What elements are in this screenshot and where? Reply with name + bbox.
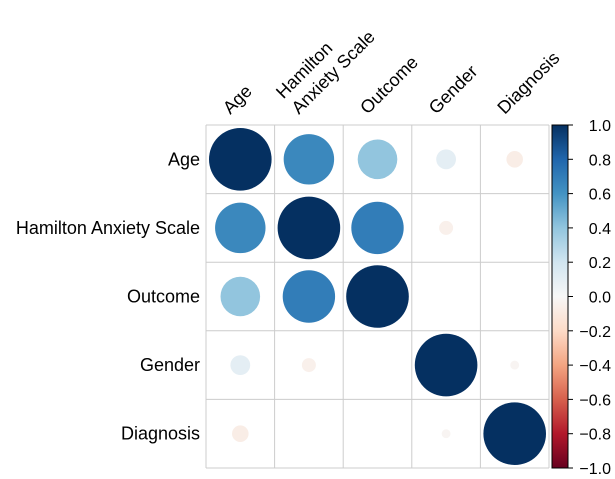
colorbar-tick-label: −0.6 [579,392,611,409]
corr-circle-4-4 [483,402,546,466]
row-label-4: Diagnosis [121,424,200,444]
colorbar-tick-label: 1.0 [589,118,611,135]
column-label-2: Outcome [356,52,422,118]
corr-circle-0-4 [506,151,523,168]
corr-circle-0-1 [283,134,335,185]
corr-circle-0-3 [436,149,456,170]
column-label-line: Gender [425,61,482,118]
corr-circle-0-2 [357,139,398,180]
colorbar-tick-label: −0.4 [579,358,611,375]
colorbar-tick-label: 0.4 [589,221,611,238]
column-label-line: Outcome [356,52,422,118]
row-labels: Age Hamilton Anxiety Scale Outcome Gender Di… [16,149,200,443]
colorbar-tick-label: 0.6 [589,187,611,204]
column-label-0: Age [219,81,256,118]
column-label-line: Diagnosis [493,48,563,118]
column-label-text: Gender [425,61,482,118]
colorbar-gradient [551,124,569,469]
row-label-2: Outcome [127,287,200,307]
row-label-1: Hamilton Anxiety Scale [16,218,200,238]
corr-circle-3-3 [414,333,478,397]
grid [205,124,550,469]
corr-circle-1-3 [439,220,454,235]
correlation-circles [209,128,546,466]
corr-circle-1-2 [351,201,404,255]
corr-circle-2-2 [346,265,409,328]
column-label-text: Age [219,81,256,118]
column-label-4: Diagnosis [493,48,563,118]
row-label-0: Age [168,149,200,169]
colorbar-tick-label: −0.8 [579,427,611,444]
colorbar-tick-label: 0.2 [589,255,611,272]
corr-circle-1-0 [215,202,266,254]
corr-circle-1-1 [277,196,341,260]
corr-circle-3-4 [510,360,520,370]
column-label-3: Gender [425,61,482,118]
corr-circle-2-0 [220,276,261,317]
colorbar: 1.0 0.8 0.6 0.4 0.2 0.0 −0.2 −0.4 −0.6 −0.8 −1.0 [551,118,611,478]
corr-circle-4-3 [441,429,451,439]
corr-circle-4-0 [232,425,249,442]
column-label-text: Outcome [356,52,422,118]
row-label-3: Gender [140,355,200,375]
corr-circle-0-0 [209,128,272,191]
colorbar-tick-label: −1.0 [579,461,611,478]
colorbar-tick-label: 0.8 [589,152,611,169]
column-label-text: Diagnosis [493,48,563,118]
colorbar-tick-label: 0.0 [589,290,611,307]
column-label-line: Age [219,81,256,118]
colorbar-tick-label: −0.2 [579,324,611,341]
corr-circle-3-1 [301,358,316,373]
corr-circle-3-0 [230,355,251,375]
corr-circle-2-1 [282,270,336,323]
